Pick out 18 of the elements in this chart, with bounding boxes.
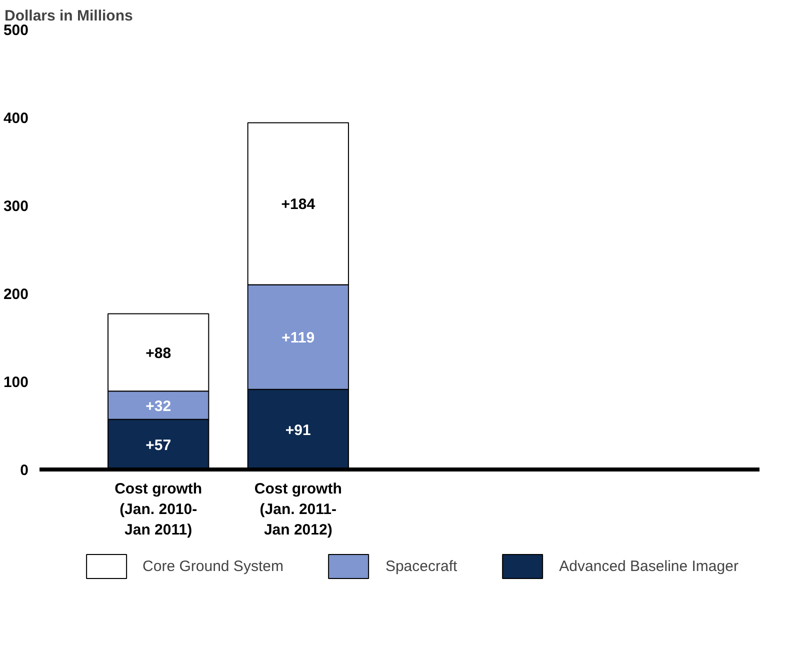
y-tick-label: 300 — [3, 198, 29, 215]
data-label: +119 — [282, 330, 315, 347]
x-tick-label: Cost growth (Jan. 2011- Jan 2012) — [254, 480, 342, 538]
data-label: +57 — [146, 436, 172, 454]
legend-label: Spacecraft — [385, 558, 458, 574]
y-tick-label: 0 — [20, 462, 28, 479]
x-tick-label: Cost growth (Jan. 2010- Jan 2011) — [114, 480, 202, 538]
y-tick-label: 100 — [3, 374, 29, 391]
y-axis-title: Dollars in Millions — [4, 8, 133, 24]
data-label: +88 — [146, 344, 172, 362]
y-tick-label: 200 — [3, 286, 29, 303]
y-tick-label: 500 — [3, 22, 29, 39]
legend-label: Advanced Baseline Imager — [559, 558, 738, 574]
y-tick-label: 400 — [3, 110, 29, 127]
legend-label: Core Ground System — [142, 558, 284, 574]
data-label: +184 — [281, 196, 316, 214]
data-label: +91 — [285, 422, 311, 439]
data-label: +32 — [146, 398, 172, 415]
